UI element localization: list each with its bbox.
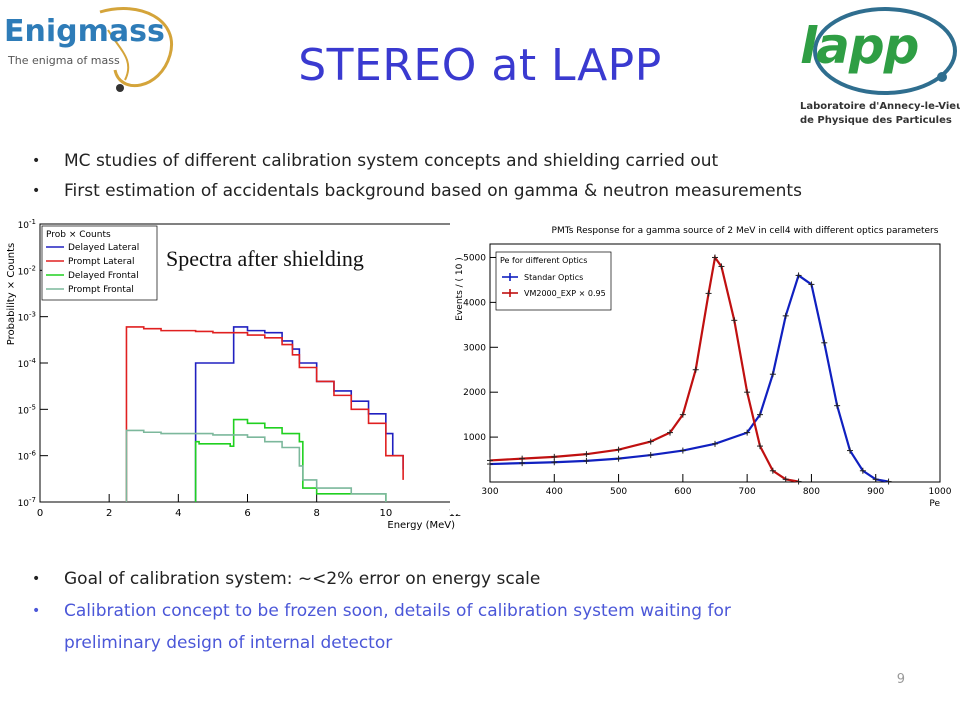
- pmt-response-chart: PMTs Response for a gamma source of 2 Me…: [450, 214, 955, 514]
- y-axis-label: Probability × Counts: [6, 243, 17, 346]
- x-tick-label: 10: [379, 508, 392, 519]
- series-line-delayed-lateral: [194, 326, 404, 502]
- chart-title: PMTs Response for a gamma source of 2 Me…: [552, 226, 939, 236]
- series-line-prompt-frontal: [125, 429, 387, 502]
- pmt-response-chart-svg: PMTs Response for a gamma source of 2 Me…: [455, 226, 952, 509]
- y-tick-label: 10-4: [18, 357, 37, 370]
- legend-box: [495, 251, 612, 311]
- enigmass-logo: Enigmass The enigma of mass: [0, 0, 200, 100]
- bullet-dot-icon: •: [32, 183, 41, 199]
- lapp-line2: de Physique des Particules: [800, 115, 952, 126]
- bullet-dot-icon: •: [32, 571, 41, 587]
- x-tick-label: 8: [313, 508, 319, 519]
- page-number: 9: [896, 672, 905, 687]
- y-tick-label: 10-3: [18, 311, 36, 324]
- y-tick-label: 2000: [463, 388, 486, 398]
- y-tick-label: 10-1: [18, 218, 36, 231]
- x-tick-label: 2: [106, 508, 112, 519]
- bullet-list-top: • MC studies of different calibration sys…: [30, 146, 930, 206]
- x-tick-label: 400: [546, 487, 563, 497]
- y-tick-label: 10-6: [18, 450, 37, 463]
- bullet-text: First estimation of accidentals backgrou…: [64, 181, 802, 201]
- slide-title: STEREO at LAPP: [298, 40, 662, 91]
- legend-box: [41, 225, 158, 301]
- legend-label: Delayed Lateral: [68, 243, 139, 253]
- bullet-item: • MC studies of different calibration sys…: [30, 146, 930, 176]
- x-axis-label: Energy (MeV): [387, 520, 455, 531]
- x-tick-label: 0: [37, 508, 43, 519]
- bullet-dot-icon: •: [32, 603, 41, 619]
- y-tick-label: 10-2: [18, 264, 36, 277]
- enigmass-name: Enigmass: [4, 14, 165, 49]
- x-tick-label: 1000: [929, 487, 952, 497]
- y-tick-label: 10-5: [18, 403, 36, 416]
- lapp-logo: lapp Laboratoire d'Annecy-le-Vieux de Ph…: [790, 5, 960, 130]
- legend-label: Standar Optics: [524, 273, 583, 282]
- x-tick-label: 600: [674, 487, 691, 497]
- bullet-item: • First estimation of accidentals backgro…: [30, 176, 930, 206]
- bullet-dot-icon: •: [32, 153, 41, 169]
- fit-curve-standar-optics: [489, 273, 889, 483]
- x-tick-label: 4: [175, 508, 181, 519]
- x-tick-label: 800: [803, 487, 820, 497]
- bullet-item: • Goal of calibration system: ~<2% error …: [30, 563, 930, 595]
- series-line-delayed-frontal: [194, 418, 387, 502]
- bullet-text: Calibration concept to be frozen soon, d…: [64, 601, 731, 621]
- x-axis-label: Pe: [929, 499, 940, 509]
- bullet-text: Goal of calibration system: ~<2% error o…: [64, 569, 541, 589]
- lapp-line1: Laboratoire d'Annecy-le-Vieux: [800, 101, 960, 112]
- x-tick-label: 500: [610, 487, 627, 497]
- bullet-continuation: preliminary design of internal detector: [30, 627, 930, 659]
- legend-label: Prompt Frontal: [68, 285, 134, 295]
- x-tick-label: 900: [867, 487, 884, 497]
- bullet-text: preliminary design of internal detector: [64, 633, 393, 653]
- legend-title: Prob × Counts: [46, 230, 111, 240]
- lapp-name: lapp: [800, 17, 919, 75]
- y-tick-label: 10-7: [18, 496, 36, 509]
- y-tick-label: 3000: [463, 343, 486, 353]
- x-tick-label: 300: [481, 487, 498, 497]
- legend-label: VM2000_EXP × 0.95: [524, 289, 606, 298]
- x-tick-label: 6: [244, 508, 250, 519]
- enigmass-tagline: The enigma of mass: [8, 54, 120, 67]
- legend-label: Prompt Lateral: [68, 257, 134, 267]
- bullet-text: MC studies of different calibration syst…: [64, 151, 719, 171]
- fit-curve-vm2000-exp-0-95: [489, 254, 799, 483]
- legend-title: Pe for different Optics: [500, 256, 587, 265]
- y-tick-label: 5000: [463, 253, 486, 263]
- y-axis-label: Events / ( 10 ): [455, 257, 465, 320]
- y-tick-label: 4000: [463, 298, 486, 308]
- y-tick-label: 1000: [463, 433, 486, 443]
- x-tick-label: 700: [739, 487, 756, 497]
- spectra-after-shielding-label: Spectra after shielding: [162, 246, 368, 272]
- spectra-chart-svg: 02468101210-710-610-510-410-310-210-1Ene…: [6, 218, 461, 531]
- legend-label: Delayed Frontal: [68, 271, 139, 281]
- series-line-prompt-lateral: [125, 326, 404, 502]
- bullet-item: • Calibration concept to be frozen soon, …: [30, 595, 930, 627]
- bullet-list-bottom: • Goal of calibration system: ~<2% error …: [30, 563, 930, 659]
